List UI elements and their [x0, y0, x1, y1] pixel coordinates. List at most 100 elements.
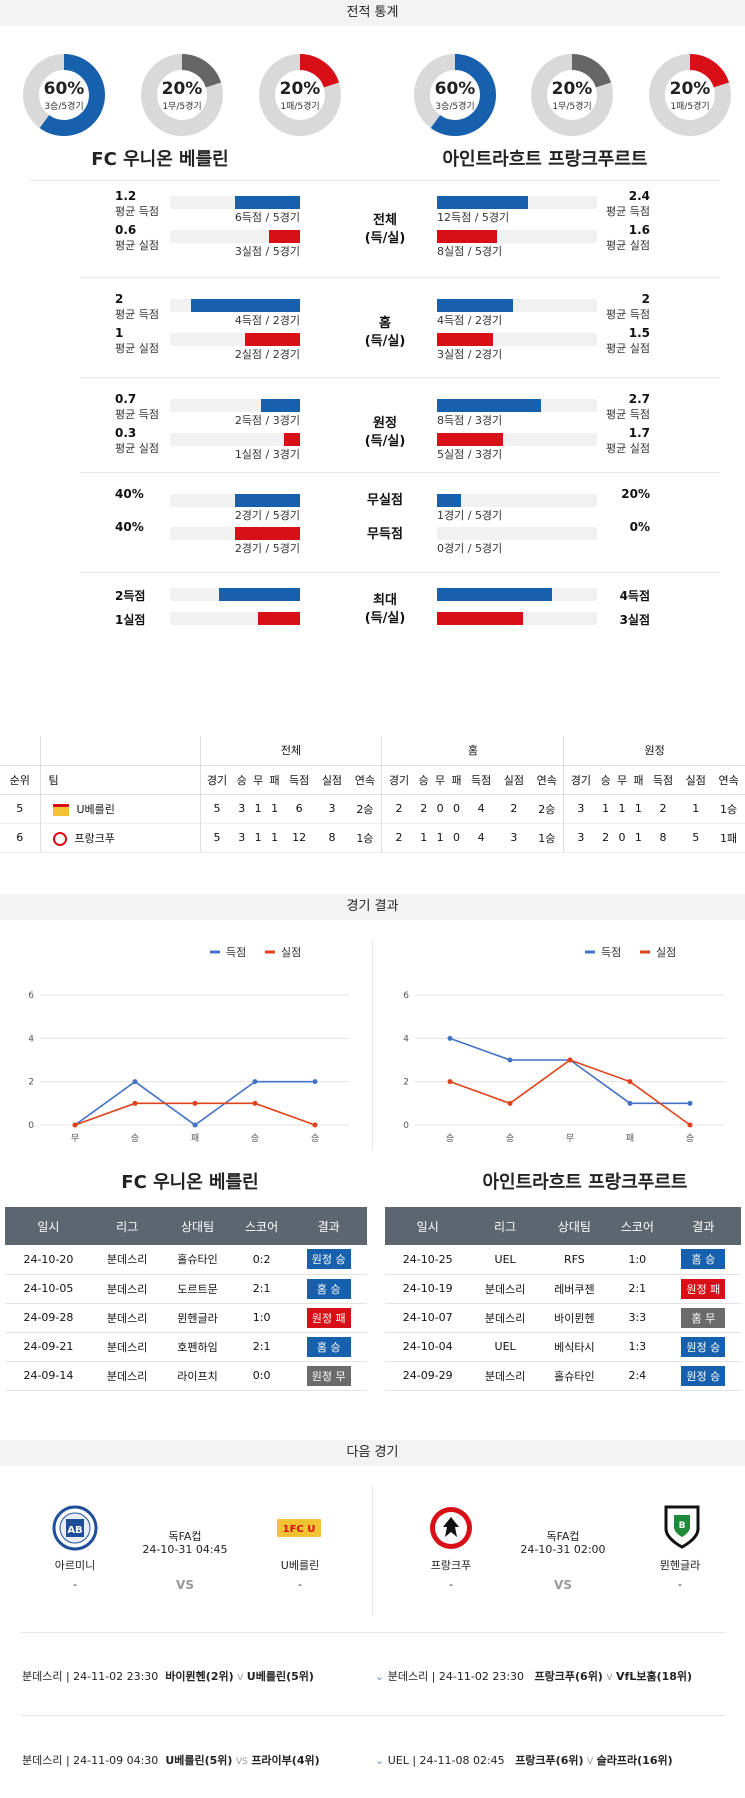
- standings-cell: 1: [634, 802, 642, 815]
- upcoming-right-0[interactable]: ⌄ 분데스리 | 24-11-02 23:30 프랑크푸(6위) V VfL보훔…: [375, 1668, 692, 1684]
- series-point: [312, 1122, 318, 1128]
- standings-col-head: 연속: [354, 773, 375, 787]
- away-bar-track: [437, 494, 597, 507]
- results-col-head: 결과: [665, 1207, 741, 1245]
- standings-cell: 3: [563, 823, 598, 852]
- home-stat-value: 0.6: [115, 223, 137, 237]
- away-stat-value: 1.6: [628, 223, 650, 237]
- standings-cell: 1: [254, 802, 262, 815]
- results-row[interactable]: 24-10-04 UEL 베식타시 1:3 원정 승: [385, 1332, 741, 1362]
- standings-cell: 1: [271, 802, 279, 815]
- upcoming-right-0-vs: V: [606, 1673, 613, 1683]
- results-row[interactable]: 24-09-14 분데스리 라이프치 0:0 원정 무: [5, 1361, 367, 1391]
- results-outcome-cell: 홈 승: [290, 1274, 367, 1304]
- results-row[interactable]: 24-10-25 UEL RFS 1:0 홈 승: [385, 1245, 741, 1275]
- upcoming-right-1[interactable]: ⌄ UEL | 24-11-08 02:45 프랑크푸(6위) V 슬라프라(1…: [375, 1752, 673, 1768]
- legend-label: 득점: [601, 946, 621, 959]
- upcoming-left-0-team1: 바이뮌헨(2위): [165, 1670, 234, 1683]
- home-stat-count: 2경기 / 5경기: [234, 509, 300, 522]
- standings-col-head: 경기: [199, 765, 234, 794]
- upcoming-left-1-meta: 분데스리 | 24-11-09 04:30: [22, 1754, 159, 1767]
- gladbach-logo[interactable]: B: [662, 1503, 702, 1549]
- result-badge: 홈 승: [306, 1336, 351, 1357]
- standings-col-head: 득점: [652, 773, 674, 787]
- standings-cell: 1: [271, 831, 279, 844]
- results-outcome-cell: 원정 패: [665, 1274, 741, 1304]
- results-row[interactable]: 24-09-28 분데스리 뮌헨글라 1:0 원정 패: [5, 1303, 367, 1333]
- results-col-head: 상대팀: [162, 1207, 233, 1245]
- home-stat-label: 평균 실점: [115, 342, 159, 355]
- stat-group-label: 최대: [373, 593, 397, 608]
- standings-cell: 2: [659, 802, 667, 815]
- results-cell: 바이뮌헨: [539, 1303, 609, 1333]
- results-row[interactable]: 24-09-29 분데스리 홀슈타인 2:4 원정 승: [385, 1361, 741, 1391]
- standings-cell: 4: [477, 831, 485, 844]
- results-row[interactable]: 24-10-19 분데스리 레버쿠젠 2:1 원정 패: [385, 1274, 741, 1304]
- chevron-down-icon: ⌄: [375, 1754, 385, 1767]
- away-stat-bar: [437, 230, 497, 243]
- home-stat-label: 평균 실점: [115, 442, 159, 455]
- standings-cell: 1: [634, 831, 642, 844]
- away-stat-label: 평균 득점: [606, 408, 650, 421]
- results-row[interactable]: 24-10-20 분데스리 홀슈타인 0:2 원정 승: [5, 1245, 367, 1275]
- next-divider: [372, 1485, 373, 1615]
- frankfurt-logo[interactable]: [428, 1505, 474, 1551]
- upcoming-right-1-meta: UEL | 24-11-08 02:45: [387, 1754, 505, 1767]
- standings-team[interactable]: 프랑크푸: [39, 823, 200, 852]
- results-row[interactable]: 24-10-07 분데스리 바이뮌헨 3:3 홈 무: [385, 1303, 741, 1333]
- standings-cell: 4: [477, 802, 485, 815]
- standings-cell: 3: [238, 802, 246, 815]
- legend-label: 득점: [226, 946, 246, 959]
- frankfurt-icon: [52, 831, 67, 846]
- away-stat-label: 평균 실점: [606, 442, 650, 455]
- upcoming-left-0-vs: V: [237, 1673, 244, 1683]
- result-badge: 원정 승: [306, 1249, 351, 1270]
- results-cell: 2:4: [608, 1361, 666, 1391]
- results-cell: UEL: [470, 1332, 540, 1362]
- divider: [80, 377, 720, 378]
- upcoming-right-1-team2: 슬라프라(16위): [596, 1754, 673, 1767]
- series-point: [72, 1122, 78, 1128]
- standings-cell: 0: [452, 831, 460, 844]
- home-results-table: 일시 리그 상대팀 스코어 결과 24-10-20 분데스리 홀슈타인 0:2 원정 승 24-10…: [5, 1207, 367, 1391]
- away-stat-count: 8득점 / 3경기: [437, 414, 503, 427]
- stat-group-label: 전체: [373, 213, 397, 228]
- away-stat-bar: [437, 196, 528, 209]
- next-right-team1[interactable]: 프랑크푸: [430, 1559, 472, 1572]
- next-left-team1[interactable]: 아르미니: [54, 1559, 96, 1572]
- away-stat-value: 0%: [629, 520, 650, 534]
- standings-team[interactable]: U베를린: [39, 794, 200, 823]
- upcoming-left-1[interactable]: 분데스리 | 24-11-09 04:30 U베를린(5위) VS 프라이부(4…: [22, 1752, 320, 1768]
- results-col-head: 일시: [385, 1207, 471, 1245]
- standings-cell: 5: [16, 802, 24, 815]
- home-stat-count: 6득점 / 5경기: [234, 211, 300, 224]
- arminia-logo[interactable]: AB: [52, 1505, 98, 1551]
- results-cell: 분데스리: [91, 1361, 163, 1391]
- home-team-name-results: FC 우니온 베를린: [121, 1172, 259, 1193]
- donut-record: 3승/5경기: [44, 102, 84, 112]
- results-col-head: 스코어: [608, 1207, 666, 1245]
- standings-col-head: 경기: [381, 765, 416, 794]
- home-stat-value: 2득점: [115, 589, 146, 603]
- upcoming-right-1-team1: 프랑크푸(6위): [515, 1754, 584, 1767]
- union-berlin-logo[interactable]: 1FC U: [275, 1513, 323, 1543]
- results-cell: 1:3: [608, 1332, 666, 1362]
- standings-cell: 1: [420, 831, 428, 844]
- next-right-team2[interactable]: 뮌헨글라: [659, 1559, 701, 1572]
- results-row[interactable]: 24-09-21 분데스리 호펜하임 2:1 홈 승: [5, 1332, 367, 1362]
- donut-record: 1무/5경기: [162, 102, 202, 112]
- next-left-team2[interactable]: U베를린: [280, 1559, 320, 1572]
- stat-group-label-sub: (득/실): [364, 334, 406, 349]
- x-tick-label: 승: [131, 1133, 139, 1144]
- record-donut: 60% 3승/5경기: [413, 53, 497, 137]
- results-row[interactable]: 24-10-05 분데스리 도르트문 2:1 홈 승: [5, 1274, 367, 1304]
- standings-cell: 1: [436, 831, 444, 844]
- upcoming-left-0[interactable]: 분데스리 | 24-11-02 23:30 바이뮌헨(2위) V U베를린(5위…: [22, 1668, 314, 1684]
- upcoming-right-1-vs: V: [587, 1757, 594, 1767]
- series-point: [627, 1079, 633, 1085]
- series-point: [627, 1100, 633, 1106]
- home-stat-count: 3실점 / 5경기: [234, 245, 300, 258]
- result-badge: 원정 패: [306, 1307, 351, 1328]
- y-tick-label: 4: [28, 1034, 34, 1044]
- divider: [30, 180, 720, 181]
